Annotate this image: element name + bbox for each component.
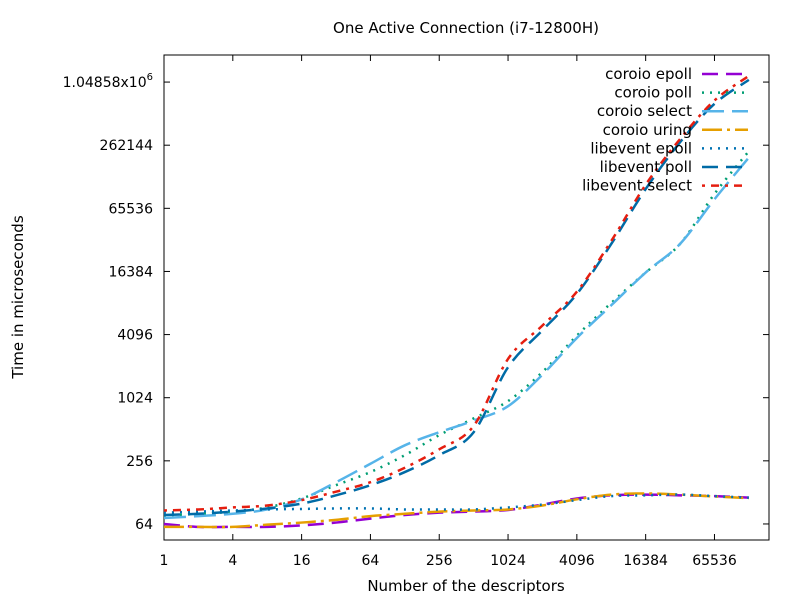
x-axis-label: Number of the descriptors [367,577,565,595]
y-tick-label: 64 [135,517,153,533]
y-tick-label: 1024 [117,391,153,407]
legend-label-libevent-epoll: libevent epoll [590,139,692,157]
series-line-coroio-select [163,156,750,520]
legend-label-coroio-epoll: coroio epoll [605,65,692,83]
x-tick-label: 4 [228,553,237,569]
y-tick-label: 1.04858x106 [63,72,153,91]
legend-label-libevent-poll: libevent poll [600,158,692,176]
y-tick-label: 4096 [117,328,153,344]
x-tick-label: 65536 [692,553,737,569]
y-tick-label: 65536 [108,201,153,217]
series-line-coroio-epoll [163,493,749,529]
x-tick-label: 16384 [623,553,668,569]
x-tick-label: 1024 [490,553,526,569]
chart-title: One Active Connection (i7-12800H) [333,19,599,37]
y-tick-label: 262144 [100,138,154,154]
y-tick-label-base: 1.04858x10 [63,75,147,91]
legend-label-coroio-uring: coroio uring [603,121,692,139]
x-tick-label: 16 [293,553,311,569]
y-tick-label: 16384 [108,264,153,280]
x-tick-label: 4096 [559,553,595,569]
x-tick-label: 1 [160,553,169,569]
plot-frame [163,54,770,541]
y-tick-label-exponent: 6 [147,72,153,83]
axis-ticks: 1 4 16 64 256 1024 4096 16384 65536 64 256 1024 4096… [63,55,769,569]
series-lines [163,74,750,529]
y-axis-label: Time in microseconds [9,215,27,379]
x-tick-label: 256 [426,553,453,569]
series-line-libevent-poll [163,78,750,517]
legend-label-coroio-poll: coroio poll [614,84,692,102]
series-line-libevent-select [163,74,750,512]
legend-label-coroio-select: coroio select [597,102,692,120]
legend-label-libevent-select: libevent select [582,177,692,195]
y-tick-label: 256 [126,454,153,470]
series-line-coroio-uring [164,492,749,529]
series-line-coroio-poll [163,150,750,517]
x-tick-label: 64 [362,553,380,569]
